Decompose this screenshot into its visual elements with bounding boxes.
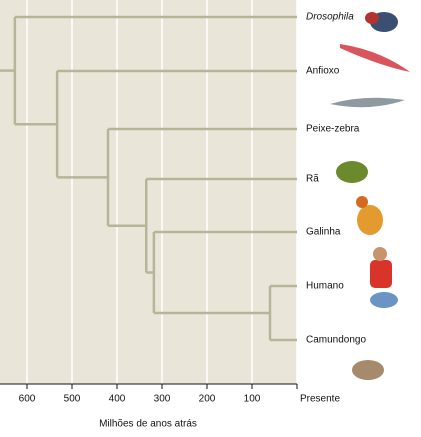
taxon-label: Anfioxo: [306, 66, 340, 77]
tick-label: 600: [19, 394, 36, 405]
taxon-label: Galinha: [306, 227, 341, 238]
tick-label: 400: [109, 394, 126, 405]
taxon-label: Drosophila: [306, 12, 354, 23]
tick-label: 500: [64, 394, 81, 405]
illustration-area: [297, 0, 421, 384]
taxon-label: Humano: [306, 281, 344, 292]
taxon-label: Rã: [306, 174, 319, 185]
taxon-label: Camundongo: [306, 335, 366, 346]
taxon-label: Peixe-zebra: [306, 124, 360, 135]
tick-label: 200: [199, 394, 216, 405]
axis-label: Milhões de anos atrás: [99, 419, 197, 430]
tick-label: 100: [244, 394, 261, 405]
tick-label: Presente: [300, 394, 340, 405]
illustrations: [330, 12, 410, 380]
tick-label: 300: [154, 394, 171, 405]
